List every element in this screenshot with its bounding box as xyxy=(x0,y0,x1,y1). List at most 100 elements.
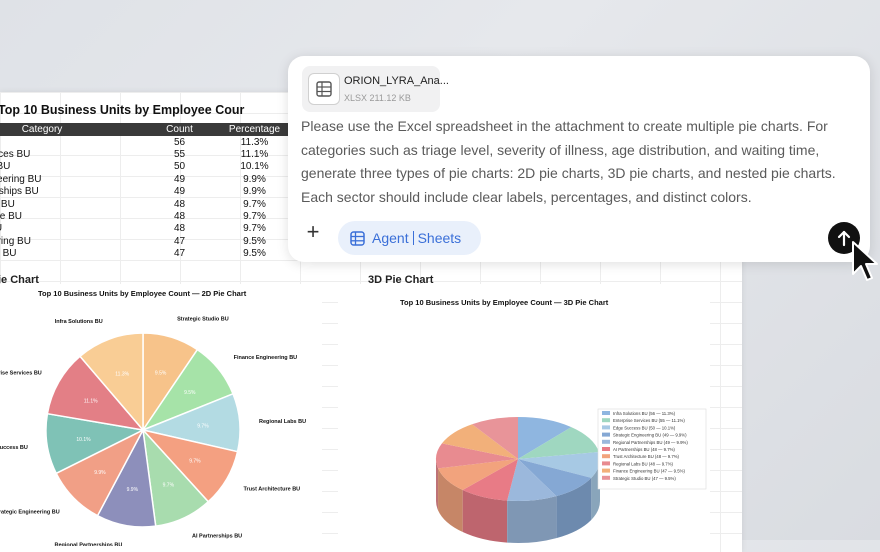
table-row: ge Success BU 50 10.1% xyxy=(0,161,292,173)
agent-sheets-toggle[interactable]: Agent Sheets xyxy=(338,221,481,255)
pie-3d-slice xyxy=(507,459,557,501)
section-3d-label: 3D Pie Chart xyxy=(368,274,434,286)
pie-3d-side xyxy=(507,496,557,543)
cell-percentage: 9.5% xyxy=(243,248,266,260)
slice-category-label: Finance Engineering BU xyxy=(234,355,298,361)
table-row: ategic Engineering BU 49 9.9% xyxy=(0,173,292,185)
pill-divider xyxy=(412,231,414,245)
cell-count: 49 xyxy=(173,173,186,185)
cell-category: ge Success BU xyxy=(0,161,11,173)
cell-count: 56 xyxy=(173,136,186,148)
legend-swatch xyxy=(602,475,610,480)
table-row: onal Labs BU 48 9.7% xyxy=(0,223,292,235)
slice-category-label: Regional Partnerships BU xyxy=(54,543,122,546)
legend-swatch xyxy=(602,447,610,451)
legend-swatch xyxy=(602,432,610,437)
table-row: Solutions BU 56 11.3% xyxy=(0,136,292,148)
mouse-pointer-icon xyxy=(852,241,878,281)
header-count: Count xyxy=(142,123,217,136)
chart-3d-title: Top 10 Business Units by Employee Count … xyxy=(400,298,609,307)
slice-percent-label: 9.5% xyxy=(155,370,167,376)
pie-2d-chart: 9.5% Strategic Studio BU 9.5% Finance Engin… xyxy=(0,317,306,549)
legend-box xyxy=(597,408,707,490)
legend-swatch xyxy=(602,439,610,444)
cell-percentage: 9.9% xyxy=(243,186,266,198)
legend-swatch xyxy=(602,468,610,473)
arrow-up-icon xyxy=(837,230,851,247)
legend-swatch xyxy=(602,411,610,415)
header-category: Category xyxy=(0,123,142,136)
pie-3d-side xyxy=(436,459,439,511)
chat-composer-card: ORION_LYRA_Ana... XLSX 211.12 KB Please … xyxy=(288,56,870,262)
cell-category: erprise Services BU xyxy=(0,149,31,161)
chart-2d-panel: Top 10 Business Units by Employee Count … xyxy=(0,284,322,552)
slice-percent-label: 9.9% xyxy=(94,470,106,476)
legend-entry: Edge Success BU (50 — 10.1%) xyxy=(613,425,676,430)
legend-entry: Enterprise Services BU (55 — 11.1%) xyxy=(613,418,685,423)
pie-3d-side xyxy=(556,477,592,539)
attachment-file-meta: XLSX 211.12 KB xyxy=(344,93,411,103)
cell-category: Solutions BU xyxy=(0,136,142,148)
attachment-chip[interactable]: ORION_LYRA_Ana... XLSX 211.12 KB xyxy=(302,66,449,112)
slice-percent-label: 9.9% xyxy=(127,487,139,493)
legend-swatch xyxy=(602,418,610,423)
attachment-file-name: ORION_LYRA_Ana... xyxy=(344,75,449,87)
slice-percent-label: 9.7% xyxy=(197,423,209,429)
pie-3d-side xyxy=(438,468,463,533)
pie-3d-slice xyxy=(436,443,518,469)
add-attachment-button[interactable]: + xyxy=(306,219,320,244)
legend-swatch xyxy=(602,461,610,466)
cell-percentage: 9.7% xyxy=(243,211,266,223)
legend-entry: Regional Labs BU (48 — 9.7%) xyxy=(613,461,674,466)
slice-percent-label: 11.3% xyxy=(115,372,129,378)
pie-slice xyxy=(46,355,145,432)
pie-3d-slice xyxy=(518,427,599,459)
pie-3d-slice xyxy=(438,459,518,491)
pie-3d-slice xyxy=(472,417,518,459)
cell-category: Partnerships BU xyxy=(0,198,15,210)
cell-category: nce Engineering BU xyxy=(0,235,31,247)
prompt-text[interactable]: Please use the Excel spreadsheet in the … xyxy=(301,118,836,205)
pie-3d-slice xyxy=(462,459,518,501)
pie-3d-slice xyxy=(518,451,600,478)
cell-count: 48 xyxy=(173,223,186,235)
cell-count: 48 xyxy=(173,211,186,223)
cell-count: 55 xyxy=(173,149,186,161)
legend-swatch xyxy=(602,425,610,430)
cell-category: st Architecture BU xyxy=(0,211,23,223)
slice-category-label: erprise Services BU xyxy=(0,371,42,377)
header-percentage: Percentage xyxy=(217,123,292,136)
chart-2d-title: Top 10 Business Units by Employee Count … xyxy=(38,289,247,298)
pie-3d-slice xyxy=(441,424,518,459)
legend-swatch xyxy=(602,454,610,459)
chart-3d-legend: Infra Solutions BU (56 — 11.3%) Enterpris… xyxy=(597,408,707,490)
slice-percent-label: 9.7% xyxy=(189,458,201,464)
legend-entry: Finance Engineering BU (47 — 9.5%) xyxy=(613,469,685,474)
cell-percentage: 11.1% xyxy=(240,149,269,161)
pie-3d-slice xyxy=(518,417,572,459)
cell-count: 47 xyxy=(173,235,186,247)
cell-percentage: 9.7% xyxy=(243,223,266,235)
cell-count: 50 xyxy=(173,161,186,173)
legend-entry: AI Partnerships BU (48 — 9.7%) xyxy=(613,447,675,452)
cell-category: onal Labs BU xyxy=(0,223,142,235)
slice-category-label: rategic Engineering BU xyxy=(0,509,60,515)
table-row: nce Engineering BU 47 9.5% xyxy=(0,235,292,247)
cell-category: ategic Engineering BU xyxy=(0,173,42,185)
table-row: ional Partnerships BU 49 9.9% xyxy=(0,186,292,198)
slice-category-label: Success BU xyxy=(0,445,28,451)
slice-category-label: Regional Labs BU xyxy=(259,419,306,425)
cell-percentage: 9.9% xyxy=(243,173,266,185)
cell-count: 48 xyxy=(173,198,186,210)
legend-entry: Infra Solutions BU (56 — 11.3%) xyxy=(613,411,676,416)
agent-label: Agent xyxy=(372,230,409,246)
cell-percentage: 10.1% xyxy=(240,161,269,173)
legend-entry: Trust Architecture BU (48 — 9.7%) xyxy=(613,454,680,459)
sheets-label: Sheets xyxy=(417,230,462,246)
pie-3d-slice xyxy=(518,459,592,497)
slice-category-label: Trust Architecture BU xyxy=(244,487,301,493)
cell-category: ional Partnerships BU xyxy=(0,186,39,198)
cell-category: ategic Studio BU xyxy=(0,248,17,260)
slice-category-label: AI Partnerships BU xyxy=(192,534,242,540)
table-row: Partnerships BU 48 9.7% xyxy=(0,198,292,210)
